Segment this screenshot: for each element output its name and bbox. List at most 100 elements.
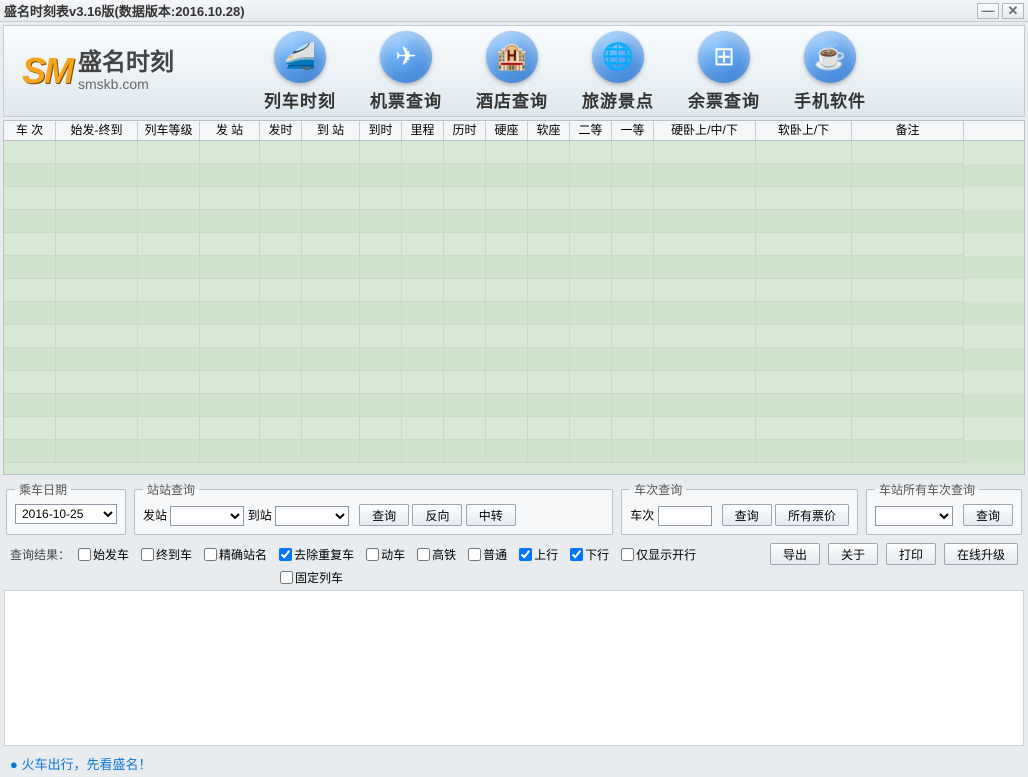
- nav-icon: 🏨: [486, 31, 538, 83]
- station-all-query-button[interactable]: 查询: [963, 504, 1013, 526]
- nav-item-4[interactable]: ⊞ 余票查询: [688, 31, 760, 112]
- window-title: 盛名时刻表v3.16版(数据版本:2016.10.28): [4, 1, 974, 20]
- about-button[interactable]: 关于: [828, 543, 878, 565]
- to-station-select[interactable]: [275, 506, 349, 526]
- table-row: [4, 187, 1024, 210]
- station-query-button[interactable]: 查询: [359, 504, 409, 526]
- logo-cn: 盛名时刻: [78, 50, 174, 76]
- fixed-train-row: 固定列车: [280, 569, 1028, 586]
- table-row: [4, 210, 1024, 233]
- table-body: [4, 141, 1024, 474]
- column-header[interactable]: 列车等级: [138, 121, 200, 140]
- filter-2[interactable]: 精确站名: [204, 546, 267, 563]
- table-row: [4, 164, 1024, 187]
- nav-item-0[interactable]: 🚄 列车时刻: [264, 31, 336, 112]
- filter-7[interactable]: 上行: [519, 546, 558, 563]
- column-header[interactable]: 硬卧上/中/下: [654, 121, 756, 140]
- nav-item-3[interactable]: 🌐 旅游景点: [582, 31, 654, 112]
- train-query-button[interactable]: 查询: [722, 504, 772, 526]
- column-header[interactable]: 始发-终到: [56, 121, 138, 140]
- from-label: 发站: [143, 509, 167, 523]
- nav-icon: 🚄: [274, 31, 326, 83]
- station-all-legend: 车站所有车次查询: [875, 481, 979, 498]
- filter-6[interactable]: 普通: [468, 546, 507, 563]
- column-header[interactable]: 备注: [852, 121, 964, 140]
- table-row: [4, 302, 1024, 325]
- column-header[interactable]: 历时: [444, 121, 486, 140]
- nav-icon: ☕: [804, 31, 856, 83]
- table-row: [4, 279, 1024, 302]
- train-panel: 车次查询 车次 查询 所有票价: [621, 481, 858, 535]
- filter-row: 查询结果： 始发车终到车精确站名去除重复车动车高铁普通上行下行仅显示开行 导出 …: [10, 543, 1018, 565]
- train-input[interactable]: [658, 506, 712, 526]
- table-row: [4, 233, 1024, 256]
- nav-icon: 🌐: [592, 31, 644, 83]
- nav-icon: ⊞: [698, 31, 750, 83]
- train-legend: 车次查询: [630, 481, 686, 498]
- filter-0[interactable]: 始发车: [78, 546, 129, 563]
- titlebar: 盛名时刻表v3.16版(数据版本:2016.10.28) — ✕: [0, 0, 1028, 22]
- to-label: 到站: [248, 509, 272, 523]
- results-table: 车 次始发-终到列车等级发 站发时到 站到时里程历时硬座软座二等一等硬卧上/中/…: [3, 120, 1025, 475]
- close-button[interactable]: ✕: [1002, 3, 1024, 19]
- table-row: [4, 371, 1024, 394]
- date-panel: 乘车日期 2016-10-25: [6, 481, 126, 535]
- query-panels: 乘车日期 2016-10-25 站站查询 发站 到站 查询 反向 中转 车次查询…: [6, 481, 1022, 535]
- footer: ● 火车出行，先看盛名！: [0, 750, 1028, 777]
- date-select[interactable]: 2016-10-25: [15, 504, 117, 524]
- date-legend: 乘车日期: [15, 481, 71, 498]
- column-header[interactable]: 车 次: [4, 121, 56, 140]
- from-station-select[interactable]: [170, 506, 244, 526]
- nav-label: 机票查询: [370, 87, 442, 112]
- station-legend: 站站查询: [143, 481, 199, 498]
- column-header[interactable]: 软卧上/下: [756, 121, 852, 140]
- print-button[interactable]: 打印: [886, 543, 936, 565]
- filter-1[interactable]: 终到车: [141, 546, 192, 563]
- fixed-train-checkbox[interactable]: 固定列车: [280, 569, 343, 586]
- column-header[interactable]: 里程: [402, 121, 444, 140]
- all-price-button[interactable]: 所有票价: [775, 504, 849, 526]
- column-header[interactable]: 发 站: [200, 121, 260, 140]
- station-panel: 站站查询 发站 到站 查询 反向 中转: [134, 481, 613, 535]
- column-header[interactable]: 软座: [528, 121, 570, 140]
- nav-label: 酒店查询: [476, 87, 548, 112]
- filter-8[interactable]: 下行: [570, 546, 609, 563]
- table-row: [4, 141, 1024, 164]
- nav-icon: ✈: [380, 31, 432, 83]
- column-header[interactable]: 硬座: [486, 121, 528, 140]
- logo: SM 盛名时刻 smskb.com: [4, 50, 254, 92]
- column-header[interactable]: 一等: [612, 121, 654, 140]
- nav-label: 手机软件: [794, 87, 866, 112]
- filter-4[interactable]: 动车: [366, 546, 405, 563]
- logo-en: smskb.com: [78, 77, 174, 92]
- column-header[interactable]: 到 站: [302, 121, 360, 140]
- table-row: [4, 348, 1024, 371]
- station-all-panel: 车站所有车次查询 查询: [866, 481, 1022, 535]
- transfer-button[interactable]: 中转: [466, 504, 516, 526]
- logo-mark: SM: [22, 50, 72, 92]
- export-button[interactable]: 导出: [770, 543, 820, 565]
- reverse-button[interactable]: 反向: [412, 504, 462, 526]
- table-row: [4, 417, 1024, 440]
- table-row: [4, 325, 1024, 348]
- footer-text: 火车出行，先看盛名！: [21, 757, 151, 772]
- filter-9[interactable]: 仅显示开行: [621, 546, 696, 563]
- nav-label: 列车时刻: [264, 87, 336, 112]
- station-all-select[interactable]: [875, 506, 953, 526]
- upgrade-button[interactable]: 在线升级: [944, 543, 1018, 565]
- filter-3[interactable]: 去除重复车: [279, 546, 354, 563]
- nav-item-2[interactable]: 🏨 酒店查询: [476, 31, 548, 112]
- result-label: 查询结果：: [10, 546, 70, 563]
- column-header[interactable]: 到时: [360, 121, 402, 140]
- query-results-area: [4, 590, 1024, 746]
- minimize-button[interactable]: —: [977, 3, 999, 19]
- filter-5[interactable]: 高铁: [417, 546, 456, 563]
- train-label: 车次: [630, 509, 654, 523]
- nav-label: 旅游景点: [582, 87, 654, 112]
- nav-item-5[interactable]: ☕ 手机软件: [794, 31, 866, 112]
- column-header[interactable]: 发时: [260, 121, 302, 140]
- nav-label: 余票查询: [688, 87, 760, 112]
- nav: 🚄 列车时刻 ✈ 机票查询 🏨 酒店查询 🌐 旅游景点 ⊞ 余票查询 ☕ 手机软件: [264, 31, 866, 112]
- nav-item-1[interactable]: ✈ 机票查询: [370, 31, 442, 112]
- column-header[interactable]: 二等: [570, 121, 612, 140]
